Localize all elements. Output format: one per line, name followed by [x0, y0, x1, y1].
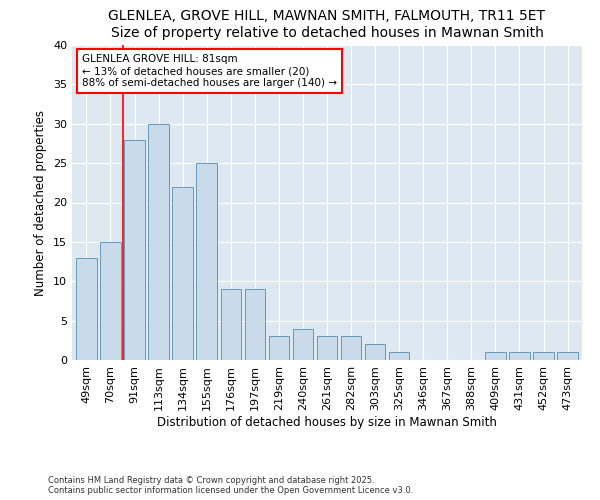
Bar [269, 336, 289, 360]
Bar [293, 328, 313, 360]
Bar [100, 242, 121, 360]
Bar [76, 258, 97, 360]
Bar [509, 352, 530, 360]
Bar [485, 352, 506, 360]
Bar [389, 352, 409, 360]
Bar [196, 163, 217, 360]
Bar [245, 289, 265, 360]
Bar [172, 186, 193, 360]
Bar [124, 140, 145, 360]
X-axis label: Distribution of detached houses by size in Mawnan Smith: Distribution of detached houses by size … [157, 416, 497, 428]
Bar [221, 289, 241, 360]
Bar [533, 352, 554, 360]
Bar [341, 336, 361, 360]
Bar [365, 344, 385, 360]
Bar [317, 336, 337, 360]
Y-axis label: Number of detached properties: Number of detached properties [34, 110, 47, 296]
Text: GLENLEA GROVE HILL: 81sqm
← 13% of detached houses are smaller (20)
88% of semi-: GLENLEA GROVE HILL: 81sqm ← 13% of detac… [82, 54, 337, 88]
Bar [148, 124, 169, 360]
Text: Contains HM Land Registry data © Crown copyright and database right 2025.
Contai: Contains HM Land Registry data © Crown c… [48, 476, 413, 495]
Bar [557, 352, 578, 360]
Title: GLENLEA, GROVE HILL, MAWNAN SMITH, FALMOUTH, TR11 5ET
Size of property relative : GLENLEA, GROVE HILL, MAWNAN SMITH, FALMO… [109, 10, 545, 40]
